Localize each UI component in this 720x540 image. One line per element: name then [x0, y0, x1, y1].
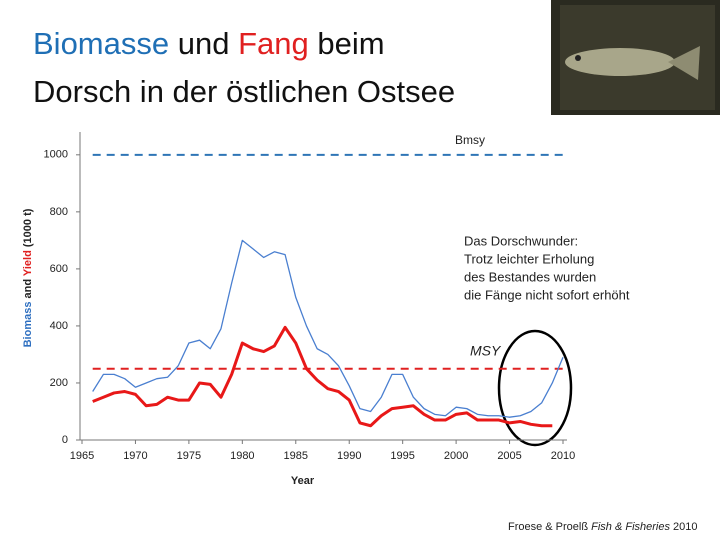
title-segment: und: [169, 26, 239, 61]
title-segment: Fang: [238, 26, 309, 61]
y-axis-label-segment: and: [22, 276, 34, 301]
fish-eye: [575, 55, 581, 61]
title-segment: beim: [308, 26, 385, 61]
source-segment: Fish & Fisheries: [591, 521, 670, 533]
y-tick-label: 400: [50, 320, 68, 332]
title-line: Dorsch in der östlichen Ostsee: [33, 68, 455, 116]
reference-label: MSY: [470, 342, 502, 358]
source: Froese & Proelß Fish & Fisheries 2010: [508, 521, 698, 533]
x-tick-label: 2005: [497, 450, 521, 462]
source-segment: 2010: [670, 521, 698, 533]
title-segment: Biomasse: [33, 26, 170, 61]
x-tick-label: 1995: [390, 450, 414, 462]
y-tick-label: 600: [50, 263, 68, 275]
reference-label: Bmsy: [455, 133, 485, 147]
title-segment: Dorsch in der östlichen Ostsee: [33, 74, 456, 109]
fish-tail: [668, 46, 700, 80]
annotation-line: die Fänge nicht sofort erhöht: [464, 287, 630, 302]
annotation-line: Trotz leichter Erholung: [464, 251, 594, 266]
y-tick-label: 800: [50, 206, 68, 218]
slide-title: Biomasse und Fang beim Dorsch in der östl…: [33, 20, 455, 116]
y-axis-label-segment: (1000 t): [22, 208, 34, 250]
x-tick-label: 1980: [230, 450, 254, 462]
title-line: Biomasse und Fang beim: [33, 20, 455, 68]
x-tick-label: 2010: [551, 450, 575, 462]
x-axis-label: Year: [291, 475, 315, 487]
y-axis-label-segment: Yield: [22, 250, 34, 276]
data-line: [92, 325, 553, 428]
y-axis-label-segment: Biomass: [22, 302, 34, 348]
x-tick-label: 1985: [284, 450, 308, 462]
x-tick-label: 1990: [337, 450, 361, 462]
x-tick-label: 1975: [177, 450, 201, 462]
source-segment: Froese & Proelß: [508, 521, 591, 533]
data-line: [92, 239, 564, 418]
y-tick-label: 0: [62, 434, 68, 446]
x-tick-label: 2000: [444, 450, 468, 462]
fish: [565, 48, 675, 76]
x-tick-label: 1970: [123, 450, 147, 462]
y-tick-label: 1000: [44, 149, 68, 161]
y-tick-label: 200: [50, 377, 68, 389]
highlight-ellipse: [497, 329, 573, 447]
y-axis-label: Biomass and Yield (1000 t): [22, 208, 34, 347]
annotation-line: des Bestandes wurden: [464, 269, 596, 284]
x-tick-label: 1965: [70, 450, 94, 462]
annotation-line: Das Dorschwunder:: [464, 233, 578, 248]
